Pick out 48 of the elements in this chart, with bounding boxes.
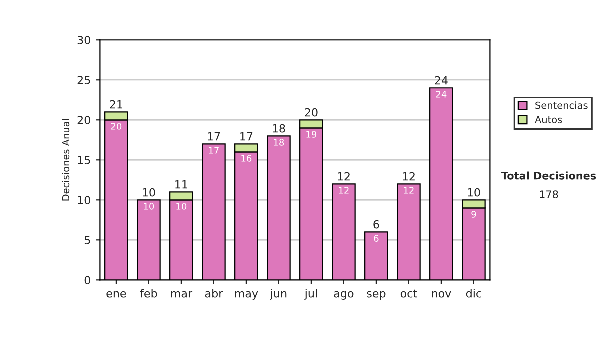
data-label: 10 (144, 203, 154, 210)
y-axis-title: Decisiones Anual (62, 119, 70, 201)
x-tick-label: feb (140, 289, 158, 298)
data-label: 12 (404, 187, 414, 194)
legend-label: Autos (535, 116, 562, 124)
total-label: 17 (240, 132, 253, 141)
data-label: 16 (242, 155, 252, 162)
total-label: 17 (208, 132, 220, 141)
data-label: 19 (306, 131, 317, 138)
x-tick-label: sep (367, 291, 386, 300)
y-tick-label: 0 (84, 276, 90, 285)
data-label: 18 (274, 139, 284, 146)
data-label: 24 (436, 91, 447, 98)
x-tick-label: mar (171, 291, 193, 298)
text: Total Decisiones (501, 172, 596, 180)
data-label: 12 (339, 187, 349, 194)
total-label: 10 (468, 188, 480, 197)
legend-label: Sentencias (536, 102, 588, 110)
y-tick-label: 20 (78, 116, 90, 125)
y-tick-label: 25 (78, 76, 90, 85)
data-label: 6 (374, 235, 379, 242)
x-tick-label: may (235, 291, 258, 300)
y-tick-label: 15 (78, 156, 90, 165)
y-tick-label: 5 (84, 236, 90, 245)
x-tick-label: oct (400, 290, 418, 298)
x-tick-label: nov (432, 291, 452, 298)
total-label: 11 (176, 180, 188, 189)
total-label: 21 (110, 100, 122, 109)
total-label: 18 (273, 124, 286, 133)
x-tick-label: jun (270, 289, 287, 300)
text: 178 (540, 190, 558, 199)
y-tick-label: 10 (78, 196, 90, 205)
total-label: 12 (338, 172, 350, 181)
total-label: 6 (374, 220, 380, 229)
data-label: 20 (111, 123, 122, 130)
x-tick-label: ago (334, 291, 354, 300)
y-tick-label: 30 (78, 36, 90, 44)
x-tick-label: dic (466, 289, 482, 298)
total-label: 20 (305, 108, 318, 117)
total-label: 10 (143, 188, 156, 197)
x-tick-label: abr (205, 289, 224, 298)
x-tick-label: jul (304, 289, 318, 300)
total-label: 12 (403, 172, 415, 181)
data-label: 10 (176, 203, 187, 210)
data-label: 17 (209, 147, 219, 154)
total-label: 24 (435, 76, 448, 85)
x-tick-label: ene (106, 291, 126, 298)
data-label: 9 (472, 211, 476, 218)
